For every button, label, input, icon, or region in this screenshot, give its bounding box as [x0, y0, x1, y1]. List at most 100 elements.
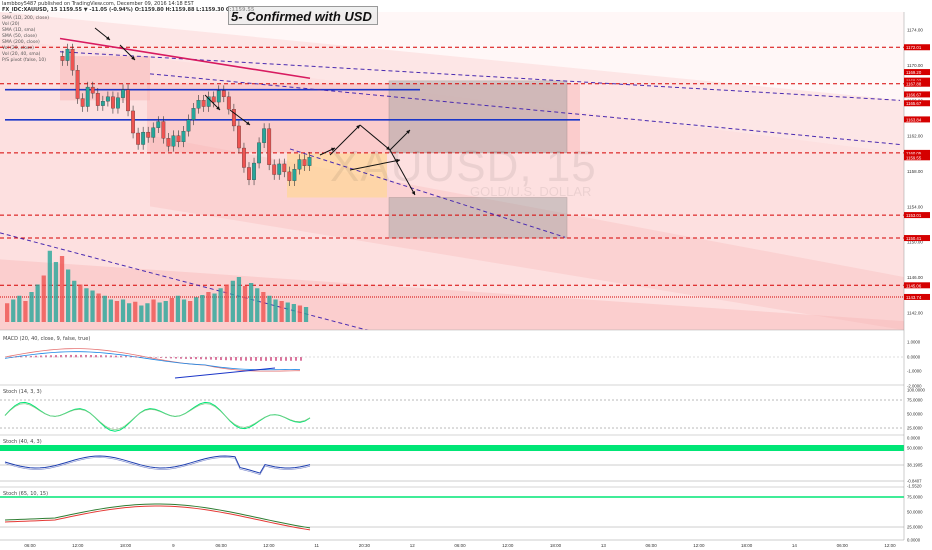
macd-hist: [90, 355, 92, 358]
trendline-1: [59, 51, 901, 101]
y-tick-label: 1142.00: [907, 310, 923, 315]
price-tag: [904, 149, 930, 156]
volume-bar: [151, 299, 156, 322]
price-tag: [904, 293, 930, 300]
macd-hist: [190, 357, 192, 360]
legend-item[interactable]: SMA (50, close): [2, 34, 37, 39]
candle-body: [100, 101, 105, 106]
time-axis: 06:00 12:00 18:00 9 06:00 12:00 11 20:30 12 06:00…: [0, 539, 904, 548]
candle-body: [237, 125, 241, 149]
macd-hist: [225, 357, 227, 361]
price-tag: [904, 100, 930, 107]
x-tick-label: 12:00: [72, 543, 84, 548]
candle-body: [95, 93, 100, 106]
legend-item[interactable]: P/S pivot (false, 10): [2, 58, 47, 63]
volume-bar: [114, 301, 120, 322]
volume-bar: [5, 303, 10, 322]
legend-item[interactable]: Vol (20, close): [2, 46, 34, 51]
candle-body: [292, 169, 297, 181]
x-tick-label: 18:00: [741, 543, 753, 548]
watermark-symbol: XAUUSD, 15: [330, 142, 597, 191]
candle-body: [90, 86, 95, 94]
y-tick-label: 1174.00: [907, 28, 923, 33]
volume-bar: [291, 304, 296, 322]
macd-hist: [105, 355, 107, 358]
price-tag: [904, 282, 930, 289]
macd-hist: [110, 355, 112, 358]
arrow-head: [386, 146, 390, 150]
volume-bar: [11, 299, 16, 322]
macd-hist: [200, 357, 202, 360]
macd-hist: [270, 357, 272, 361]
volume-bar: [200, 295, 205, 322]
volume-bar: [212, 293, 217, 322]
macd-divergence-line: [174, 367, 276, 379]
candle-body: [70, 48, 75, 71]
macd-hist: [135, 356, 137, 358]
price-tag-label: 1153.01: [906, 213, 922, 218]
volume-bar: [78, 284, 83, 322]
macd-hist: [230, 357, 232, 361]
volume-bar: [102, 295, 107, 322]
legend-item[interactable]: SMA (200, close): [2, 40, 40, 45]
candle-body: [211, 96, 216, 103]
macd-hist: [260, 357, 262, 361]
x-tick-label: 06:00: [645, 543, 657, 548]
panel-tick-label: 50.0000: [907, 412, 923, 417]
legend-item[interactable]: SMA (1D, sma): [2, 28, 36, 33]
volume-bar: [261, 292, 266, 322]
volume-bar: [181, 299, 187, 322]
stoch1-title: Stoch (14, 3, 3): [3, 389, 42, 395]
candle-body: [191, 108, 196, 120]
candle-body: [85, 86, 90, 107]
panel-tick-label: 75.0000: [907, 495, 923, 500]
candle-body: [80, 98, 85, 107]
volume-bar: [139, 305, 144, 322]
stoch2-band: [0, 445, 904, 451]
macd-hist: [15, 356, 17, 358]
arrow-head: [246, 121, 250, 125]
macd-hist: [70, 354, 72, 358]
volume-bar: [242, 286, 248, 322]
macd-hist: [45, 355, 47, 358]
candle-body: [105, 96, 110, 102]
price-tag: [904, 91, 930, 98]
arrow-head: [131, 56, 135, 60]
price-tag-label: 1159.55: [906, 155, 922, 160]
candle-body: [267, 128, 272, 165]
box-zone-top: [60, 56, 150, 101]
macd-hist: [160, 357, 162, 358]
candle-body: [206, 96, 211, 107]
macd-hist: [155, 357, 157, 358]
volume-bar: [84, 288, 89, 322]
legend-item[interactable]: Vol (20, 40, sma): [2, 52, 41, 57]
x-tick-label: 20:30: [359, 543, 371, 548]
macd-hist: [300, 357, 302, 361]
panel-tick-label: 50.0000: [907, 446, 923, 451]
macd-hist: [25, 356, 27, 358]
drawn-arrow: [204, 94, 221, 111]
legend-item[interactable]: Vol (20): [2, 22, 20, 27]
drawn-arrow: [349, 159, 401, 171]
annotation-box[interactable]: 5- Confirmed with USD: [228, 6, 378, 25]
x-tick-label: 9: [172, 543, 175, 548]
candle-body: [136, 132, 141, 145]
volume-bar: [41, 275, 46, 322]
legend-item[interactable]: SMA (1D, 200, close): [2, 16, 49, 21]
candle-body: [262, 128, 267, 143]
macd-hist: [35, 355, 37, 358]
volume-bar: [66, 269, 71, 322]
main-bg: [0, 12, 904, 330]
volume-bar: [145, 303, 150, 322]
price-tag-label: 1172.01: [906, 45, 922, 50]
macd-hist: [205, 357, 207, 360]
price-tag: [904, 154, 930, 161]
indicator-panes: [0, 329, 904, 531]
volume-bar: [218, 288, 223, 322]
price-tag-label: 1145.06: [906, 283, 922, 288]
volume-bar: [96, 293, 101, 322]
gray-box-lower: [388, 197, 568, 239]
candle-body: [242, 147, 246, 168]
candle-body: [247, 167, 251, 180]
